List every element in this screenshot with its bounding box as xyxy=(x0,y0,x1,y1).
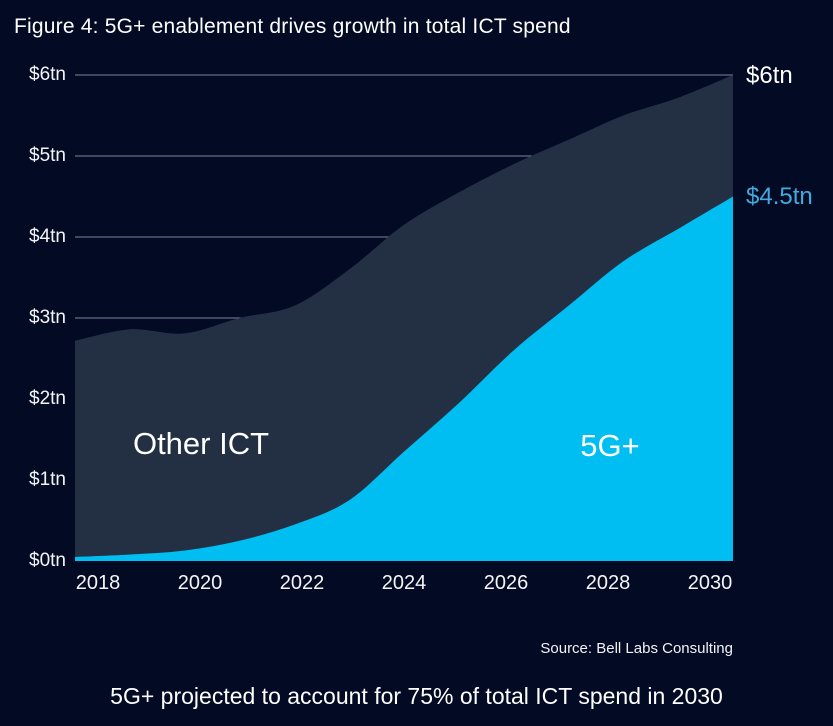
x-tick-label: 2028 xyxy=(585,572,631,594)
y-tick-label: $3tn xyxy=(29,307,66,328)
y-tick-label: $6tn xyxy=(29,64,66,85)
y-tick-label: $1tn xyxy=(29,469,66,490)
x-tick-label: 2024 xyxy=(381,572,427,594)
five-g-end-value-label: $4.5tn xyxy=(746,183,813,210)
y-tick-label: $5tn xyxy=(29,145,66,166)
x-tick-label: 2026 xyxy=(483,572,529,594)
source-credit: Source: Bell Labs Consulting xyxy=(540,640,733,657)
five-g-area xyxy=(75,196,733,561)
area-chart-plot xyxy=(75,74,733,561)
total-end-value-label: $6tn xyxy=(746,62,793,89)
y-tick-label: $0tn xyxy=(29,550,66,571)
y-tick-label: $2tn xyxy=(29,388,66,409)
five-g-series-label: 5G+ xyxy=(580,428,640,463)
x-tick-label: 2018 xyxy=(75,572,121,594)
other-ict-series-label: Other ICT xyxy=(132,426,270,461)
y-tick-label: $4tn xyxy=(29,226,66,247)
x-tick-label: 2030 xyxy=(687,572,733,594)
x-tick-label: 2020 xyxy=(177,572,223,594)
figure-title: Figure 4: 5G+ enablement drives growth i… xyxy=(14,15,571,38)
x-tick-label: 2022 xyxy=(279,572,325,594)
figure-caption: 5G+ projected to account for 75% of tota… xyxy=(110,683,723,709)
